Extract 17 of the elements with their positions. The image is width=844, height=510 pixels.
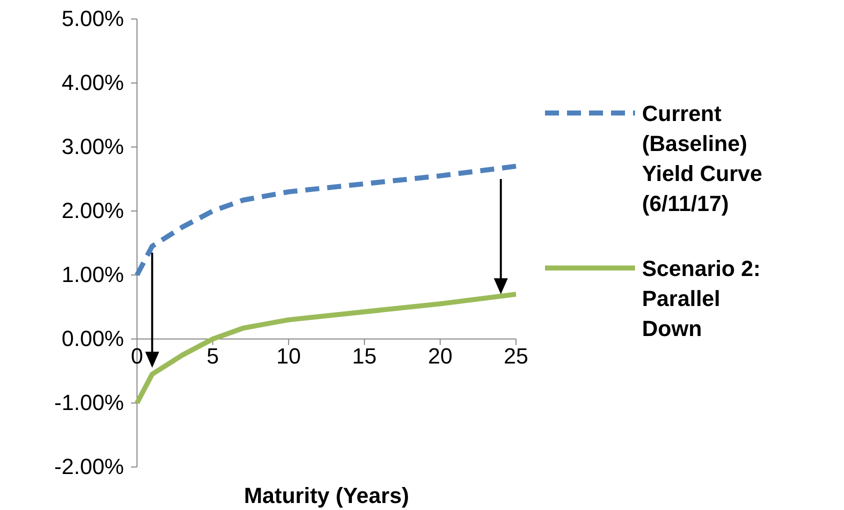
x-tick-label: 0 [130,344,144,369]
legend-label: Scenario 2: Parallel Down [642,256,761,341]
x-tick-label: 20 [428,344,452,369]
y-tick-label: -2.00% [54,454,124,480]
x-axis-title: Maturity (Years) [244,483,410,508]
x-tick-label: 5 [206,344,219,369]
y-tick-label: -1.00% [54,390,124,416]
y-tick-label: 1.00% [62,262,124,288]
x-tick-label: 10 [276,344,301,369]
y-tick-label: 4.00% [62,70,124,96]
x-tick-label: 15 [352,344,377,369]
y-tick-label: 2.00% [62,198,124,224]
y-tick-label: 5.00% [62,6,124,32]
legend-label: Current (Baseline) Yield Curve (6/11/17) [642,101,762,216]
y-tick-label: 3.00% [62,134,124,160]
y-tick-label: 0.00% [62,326,124,352]
x-tick-label: 25 [504,344,528,369]
